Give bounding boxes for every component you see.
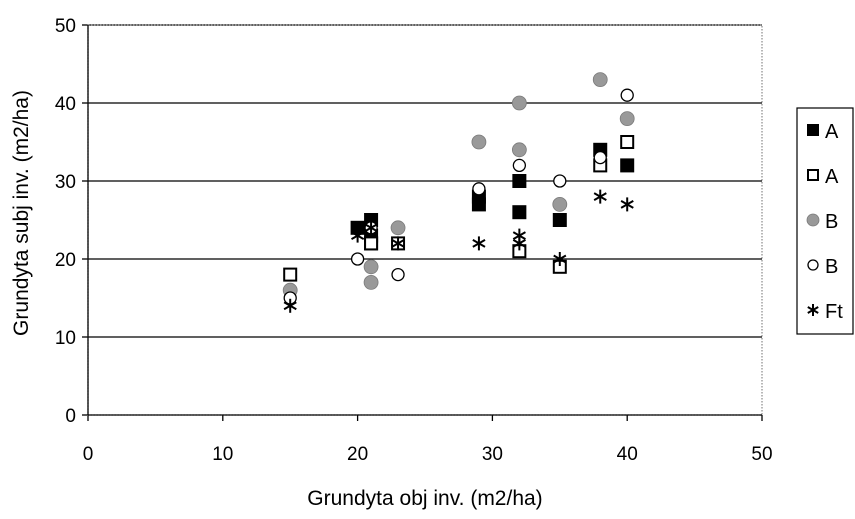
legend-marker <box>807 124 819 136</box>
tick-labels: 0 10 20 30 40 50 0 10 20 30 40 50 <box>55 16 773 465</box>
y-tick-label: 0 <box>65 406 76 427</box>
data-point <box>364 220 378 235</box>
y-tick-label: 30 <box>55 172 76 193</box>
data-point <box>350 220 365 235</box>
data-point <box>552 213 567 227</box>
data-point <box>511 142 527 158</box>
x-tick-label: 10 <box>212 444 233 465</box>
legend-marker <box>807 169 819 181</box>
legend-label: B <box>825 211 838 233</box>
data-point <box>512 205 527 220</box>
legend-marker <box>807 304 819 316</box>
legend: A A B B Ft <box>796 107 854 335</box>
legend-box <box>796 107 854 335</box>
x-tick-label: 40 <box>617 444 638 465</box>
data-point <box>471 134 487 150</box>
data-points <box>282 72 635 313</box>
x-axis-title: Grundyta obj inv. (m2/ha) <box>307 487 542 510</box>
data-point <box>620 88 634 102</box>
legend-label: B <box>825 256 838 278</box>
plot-frame <box>87 24 763 416</box>
legend-marker <box>807 259 819 271</box>
data-point <box>620 135 635 149</box>
data-point <box>363 259 379 275</box>
data-point <box>363 274 379 290</box>
data-point <box>619 111 635 126</box>
x-tick-label: 30 <box>482 444 503 465</box>
y-tick-label: 20 <box>55 250 76 271</box>
data-point <box>391 236 405 251</box>
data-point <box>593 150 607 165</box>
y-axis-title: Grundyta subj inv. (m2/ha) <box>10 90 33 336</box>
data-point <box>351 228 365 243</box>
x-tick-label: 20 <box>347 444 368 465</box>
data-point <box>593 189 607 204</box>
gridlines <box>82 24 763 421</box>
data-point <box>592 72 608 87</box>
data-point <box>391 267 405 282</box>
data-point <box>512 228 526 243</box>
data-point <box>472 182 486 196</box>
axes <box>87 24 763 416</box>
data-point <box>283 267 298 282</box>
legend-label: Ft <box>825 301 843 323</box>
data-point <box>553 174 567 188</box>
data-point <box>512 174 527 188</box>
data-point <box>620 158 635 173</box>
data-point <box>364 236 379 251</box>
data-point <box>350 252 365 266</box>
data-point <box>390 220 406 236</box>
legend-label: A <box>825 166 839 188</box>
data-point <box>472 236 486 251</box>
x-tick-label: 0 <box>83 444 94 465</box>
data-point <box>620 197 634 212</box>
y-tick-label: 40 <box>55 94 76 115</box>
data-point <box>552 196 568 212</box>
data-point <box>512 158 527 173</box>
y-tick-label: 50 <box>55 16 76 37</box>
y-tick-label: 10 <box>55 328 76 349</box>
data-point <box>283 298 297 313</box>
legend-label: A <box>825 121 839 143</box>
x-tick-label: 50 <box>751 444 772 465</box>
data-point <box>511 95 527 111</box>
data-point <box>553 252 567 266</box>
legend-marker <box>806 213 820 227</box>
